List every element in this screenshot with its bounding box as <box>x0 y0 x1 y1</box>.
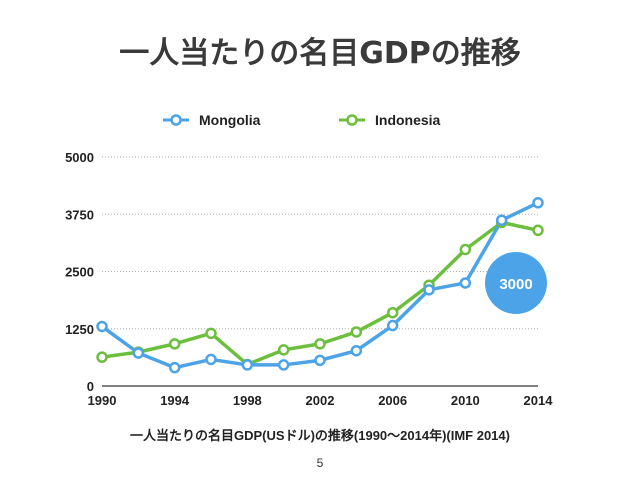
x-tick-label: 2002 <box>306 393 335 408</box>
data-point-mongolia <box>205 353 217 366</box>
data-point-mongolia <box>132 347 145 359</box>
y-tick-label: 0 <box>87 379 94 394</box>
data-point-indonesia <box>314 338 326 350</box>
legend-label-mongolia: Mongolia <box>199 112 261 128</box>
data-point-indonesia <box>459 243 472 256</box>
y-tick-label: 5000 <box>65 150 94 165</box>
data-point-mongolia <box>314 354 326 367</box>
annotation-badge <box>485 252 547 314</box>
legend-swatch-indonesia <box>339 114 365 126</box>
data-point-indonesia <box>96 351 108 363</box>
data-point-mongolia <box>350 344 363 357</box>
legend-swatch-mongolia <box>163 114 189 126</box>
slide-title: 一人当たりの名目GDPの推移 <box>119 36 521 71</box>
data-point-mongolia <box>168 361 181 374</box>
data-point-mongolia <box>277 359 290 371</box>
x-tick-label: 2010 <box>451 393 480 408</box>
data-point-mongolia <box>423 284 435 296</box>
legend-label-indonesia: Indonesia <box>375 112 441 128</box>
y-tick-label: 2500 <box>65 265 94 280</box>
data-point-indonesia <box>532 224 544 237</box>
chart-caption: 一人当たりの名目GDP(USドル)の推移(1990〜2014年)(IMF 201… <box>130 428 510 443</box>
data-point-mongolia <box>386 319 399 332</box>
legend-item-mongolia: Mongolia <box>163 112 260 128</box>
chart-legend: Mongolia Indonesia <box>0 112 640 132</box>
data-point-mongolia <box>495 214 508 226</box>
x-tick-label: 2014 <box>524 393 554 408</box>
page-number: 5 <box>316 456 324 470</box>
x-tick-label: 2006 <box>378 393 407 408</box>
x-tick-label: 1998 <box>233 393 262 408</box>
data-point-mongolia <box>459 277 472 289</box>
data-point-indonesia <box>277 344 290 356</box>
data-point-indonesia <box>350 326 363 338</box>
data-point-indonesia <box>205 327 217 340</box>
y-tick-label: 3750 <box>65 207 94 222</box>
annotation-label: 3000 <box>499 276 532 293</box>
x-tick-label: 1990 <box>88 393 117 408</box>
data-point-mongolia <box>241 359 254 371</box>
data-point-mongolia <box>532 197 544 209</box>
legend-item-indonesia: Indonesia <box>339 112 440 128</box>
data-point-indonesia <box>386 306 399 319</box>
data-point-mongolia <box>96 320 108 333</box>
x-tick-label: 1994 <box>160 393 190 408</box>
y-tick-label: 1250 <box>65 322 94 337</box>
data-point-indonesia <box>168 338 181 350</box>
